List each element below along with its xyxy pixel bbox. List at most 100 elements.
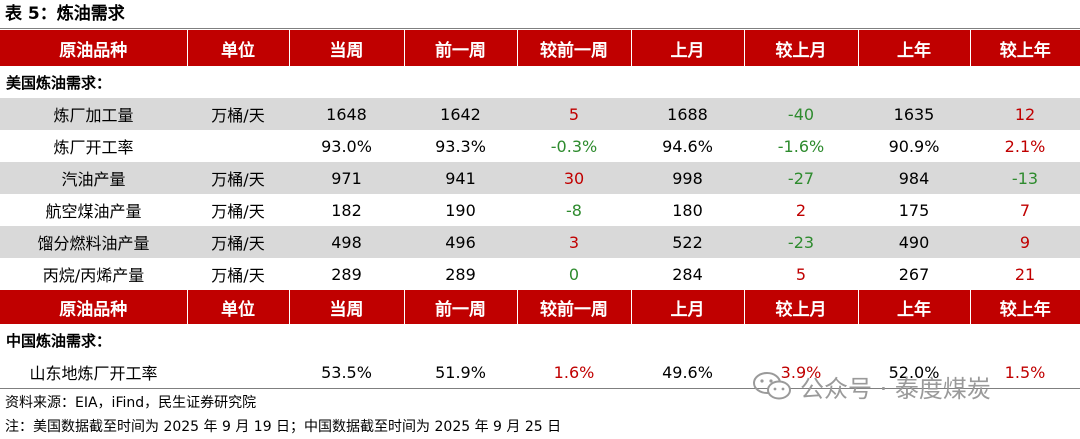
header-cell: 较上月 <box>744 290 859 324</box>
month-change-value: -1.6% <box>777 136 825 156</box>
header-cell: 上年 <box>858 290 971 324</box>
row-unit <box>187 356 289 389</box>
table-header-row-repeat: 原油品种 单位 当周 前一周 较前一周 上月 较上月 上年 较上年 <box>0 290 1080 324</box>
previous-week-value: 190 <box>445 200 476 220</box>
header-cell: 上年 <box>858 30 971 66</box>
previous-month-value: 522 <box>631 226 744 258</box>
previous-month-value: 1688 <box>631 98 744 130</box>
footnote: 注：美国数据截至时间为 2025 年 9 月 19 日；中国数据截至时间为 20… <box>5 419 562 435</box>
table-row: 丙烷/丙烯产量 万桶/天 289 289 0 284 5 267 21 <box>0 258 1080 290</box>
week-change-value: 5 <box>517 98 631 130</box>
week-change-value: 0 <box>568 264 580 284</box>
current-week-value: 971 <box>289 162 404 194</box>
table-row: 炼厂加工量 万桶/天 1648 1642 5 1688 -40 1635 12 <box>0 98 1080 130</box>
current-week-value: 93.0% <box>321 136 372 156</box>
previous-week-value: 1642 <box>404 98 517 130</box>
previous-month-value: 94.6% <box>662 136 713 156</box>
header-cell: 单位 <box>187 30 290 66</box>
table-title: 表 5：炼油需求 <box>5 4 125 24</box>
previous-year-value: 267 <box>898 264 930 284</box>
header-cell: 上月 <box>631 30 745 66</box>
row-unit <box>187 130 289 162</box>
month-change-value: 5 <box>795 264 807 284</box>
row-name: 炼厂开工率 <box>53 138 134 157</box>
previous-year-value: 52.0% <box>858 356 970 389</box>
previous-month-value: 998 <box>631 162 744 194</box>
week-change-value: -0.3% <box>550 136 598 156</box>
previous-week-value: 496 <box>404 226 517 258</box>
header-cell: 原油品种 <box>0 290 188 324</box>
previous-week-value: 51.9% <box>404 356 517 389</box>
title-divider <box>0 28 1080 29</box>
previous-month-value: 284 <box>672 264 703 284</box>
row-name: 航空煤油产量 <box>45 202 142 221</box>
year-change-value: 21 <box>1014 264 1036 284</box>
current-week-value: 182 <box>331 200 362 220</box>
row-unit: 万桶/天 <box>187 226 289 258</box>
current-week-value: 498 <box>289 226 404 258</box>
current-week-value: 53.5% <box>289 356 404 389</box>
row-name: 山东地炼厂开工率 <box>0 356 187 389</box>
header-cell: 原油品种 <box>0 30 188 66</box>
previous-week-value: 93.3% <box>435 136 486 156</box>
previous-month-value: 49.6% <box>631 356 744 389</box>
current-week-value: 289 <box>331 264 362 284</box>
row-unit: 万桶/天 <box>211 202 265 221</box>
header-cell: 较前一周 <box>517 30 632 66</box>
month-change-value: 2 <box>795 200 807 220</box>
week-change-value: -8 <box>566 200 582 220</box>
section-label: 中国炼油需求： <box>0 324 1080 356</box>
previous-week-value: 289 <box>445 264 476 284</box>
table-header-row: 原油品种 单位 当周 前一周 较前一周 上月 较上月 上年 较上年 <box>0 30 1080 66</box>
table-row: 炼厂开工率 93.0% 93.3% -0.3% 94.6% -1.6% 90.9… <box>0 130 1080 162</box>
row-name: 炼厂加工量 <box>0 98 187 130</box>
table-row: 山东地炼厂开工率 53.5% 51.9% 1.6% 49.6% 3.9% 52.… <box>0 356 1080 389</box>
source-note: 资料来源：EIA，iFind，民生证券研究院 <box>5 395 257 411</box>
section-label: 美国炼油需求： <box>0 66 1080 98</box>
previous-year-value: 175 <box>898 200 930 220</box>
header-cell: 较上月 <box>744 30 859 66</box>
month-change-value: -40 <box>744 98 858 130</box>
header-cell: 前一周 <box>404 290 518 324</box>
previous-year-value: 90.9% <box>888 136 940 156</box>
header-cell: 当周 <box>289 290 405 324</box>
year-change-value: 7 <box>1019 200 1031 220</box>
refining-demand-table: 原油品种 单位 当周 前一周 较前一周 上月 较上月 上年 较上年 美国炼油需求… <box>0 30 1080 389</box>
header-cell: 上月 <box>631 290 745 324</box>
watermark: 公众号 · 泰度煤炭 <box>752 370 991 403</box>
header-cell: 较上年 <box>970 290 1080 324</box>
table-row: 馏分燃料油产量 万桶/天 498 496 3 522 -23 490 9 <box>0 226 1080 258</box>
previous-week-value: 941 <box>404 162 517 194</box>
previous-year-value: 1635 <box>858 98 970 130</box>
section-row-china: 中国炼油需求： <box>0 324 1080 356</box>
week-change-value: 1.6% <box>517 356 631 389</box>
row-name: 馏分燃料油产量 <box>0 226 187 258</box>
current-week-value: 1648 <box>289 98 404 130</box>
year-change-value: 9 <box>970 226 1080 258</box>
previous-year-value: 490 <box>858 226 970 258</box>
row-name: 丙烷/丙烯产量 <box>42 266 145 285</box>
previous-month-value: 180 <box>672 200 703 220</box>
week-change-value: 30 <box>517 162 631 194</box>
header-cell: 单位 <box>187 290 290 324</box>
week-change-value: 3 <box>517 226 631 258</box>
table-row: 航空煤油产量 万桶/天 182 190 -8 180 2 175 7 <box>0 194 1080 226</box>
table-row: 汽油产量 万桶/天 971 941 30 998 -27 984 -13 <box>0 162 1080 194</box>
year-change-value: 2.1% <box>1004 136 1046 156</box>
header-cell: 当周 <box>289 30 405 66</box>
row-unit: 万桶/天 <box>187 162 289 194</box>
year-change-value: -13 <box>970 162 1080 194</box>
header-cell: 前一周 <box>404 30 518 66</box>
month-change-value: -27 <box>744 162 858 194</box>
row-unit: 万桶/天 <box>211 266 265 285</box>
year-change-value: 1.5% <box>970 356 1080 389</box>
wechat-icon <box>753 372 791 400</box>
watermark-text: 公众号 · 泰度煤炭 <box>800 374 991 403</box>
header-cell: 较前一周 <box>517 290 632 324</box>
year-change-value: 12 <box>970 98 1080 130</box>
row-unit: 万桶/天 <box>187 98 289 130</box>
previous-year-value: 984 <box>858 162 970 194</box>
section-row-us: 美国炼油需求： <box>0 66 1080 98</box>
header-cell: 较上年 <box>970 30 1080 66</box>
row-name: 汽油产量 <box>0 162 187 194</box>
